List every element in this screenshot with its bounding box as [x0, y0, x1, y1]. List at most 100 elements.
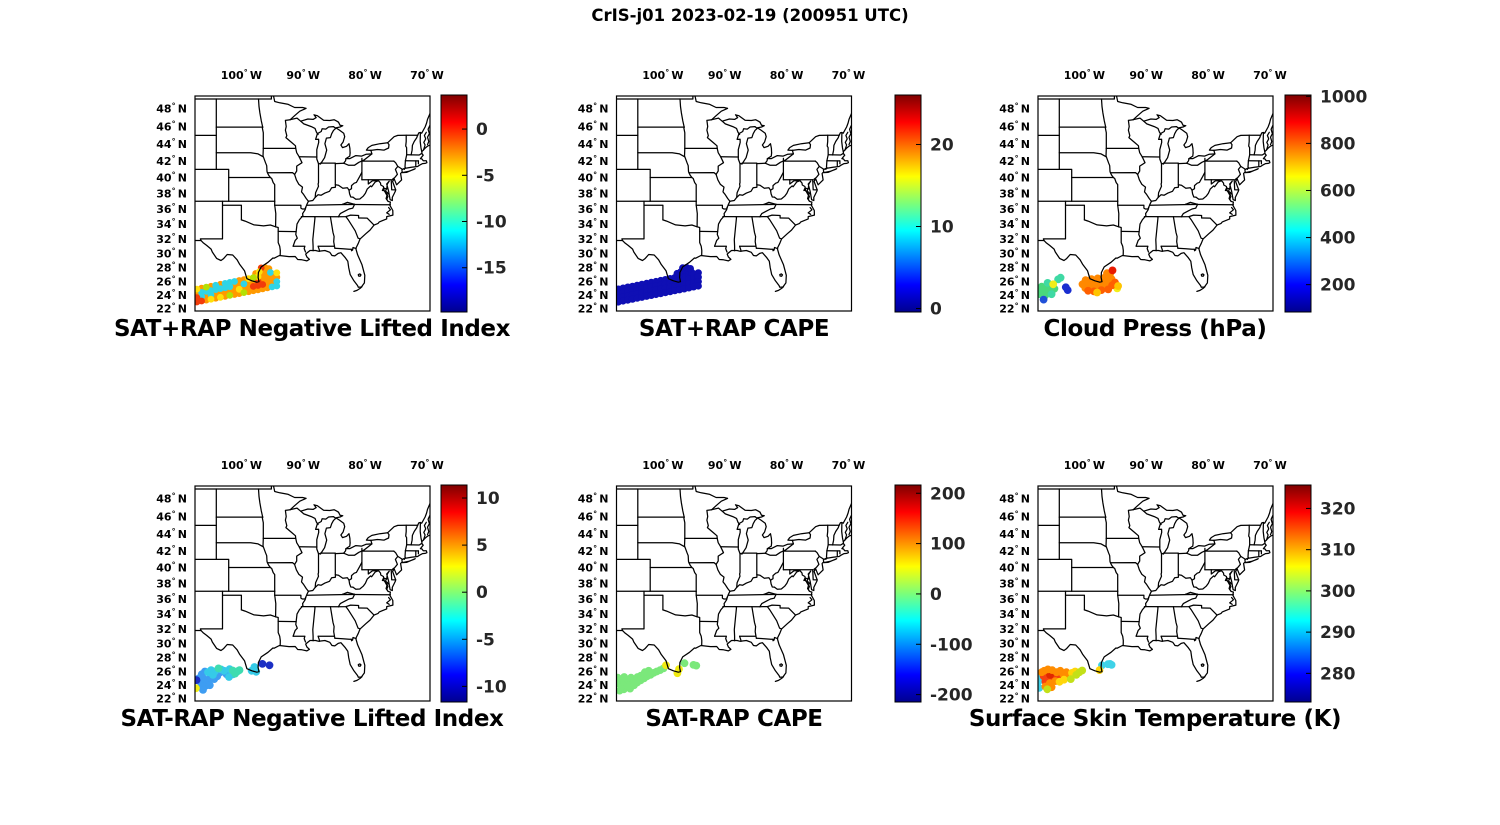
lon-tick-label: 90° W: [286, 458, 320, 472]
map-border: [1037, 485, 1274, 702]
panel-title-sat-plus-rap-cape: SAT+RAP CAPE: [638, 316, 830, 342]
lat-tick-label: 24° N: [578, 288, 609, 302]
lat-tick-label: 44° N: [999, 137, 1030, 151]
lat-tick-label: 36° N: [578, 592, 609, 606]
lat-tick-label: 46° N: [156, 120, 187, 134]
colorbar-4: 200 100 0 -100 -200: [894, 484, 973, 706]
lat-tick-label: 38° N: [999, 576, 1030, 590]
lon-tick-label: 80° W: [770, 68, 804, 82]
lat-tick-label: 38° N: [156, 576, 187, 590]
panel-title-sat-plus-rap-nli: SAT+RAP Negative Lifted Index: [113, 316, 511, 342]
scatter-group: [1093, 282, 1122, 297]
colorbar-gradient: [440, 94, 468, 313]
colorbar-tick-label: 100: [930, 535, 966, 555]
colorbar-tick-label: 10: [930, 218, 954, 238]
panel-title-skin-temp: Surface Skin Temperature (K): [968, 706, 1342, 732]
lat-tick-label: 28° N: [999, 651, 1030, 665]
lat-tick-label: 26° N: [156, 665, 187, 679]
colorbar-gradient: [440, 484, 468, 703]
lat-tick-label: 38° N: [156, 186, 187, 200]
lat-tick-label: 48° N: [156, 491, 187, 505]
lat-tick-label: 36° N: [156, 592, 187, 606]
lat-tick-label: 24° N: [156, 288, 187, 302]
panel-title-sat-minus-rap-cape: SAT-RAP CAPE: [645, 706, 823, 732]
lon-tick-label: 80° W: [348, 68, 382, 82]
lon-tick-label: 80° W: [348, 458, 382, 472]
lon-tick-label: 80° W: [1191, 458, 1225, 472]
lat-tick-label: 44° N: [156, 137, 187, 151]
lat-tick-label: 34° N: [999, 217, 1030, 231]
map-border: [194, 95, 431, 312]
lat-tick-label: 38° N: [999, 186, 1030, 200]
colorbar-tick-label: 200: [1320, 276, 1356, 296]
lat-tick-label: 34° N: [156, 607, 187, 621]
lat-tick-label: 30° N: [999, 246, 1030, 260]
lon-tick-label: 100° W: [221, 458, 262, 472]
lat-tick-label: 42° N: [578, 154, 609, 168]
lon-tick-label: 100° W: [642, 458, 683, 472]
lat-tick-label: 42° N: [999, 544, 1030, 558]
lon-tick-label: 90° W: [708, 68, 742, 82]
lat-tick-label: 46° N: [999, 120, 1030, 134]
map-panel-0: 100° W 90° W 80° W 70° W 48° N 46° N 44° N 42° …: [156, 68, 443, 316]
lat-tick-label: 28° N: [156, 651, 187, 665]
map-content: [616, 96, 852, 306]
lat-tick-label: 30° N: [999, 636, 1030, 650]
map-border: [194, 485, 431, 702]
lat-tick-label: 26° N: [999, 275, 1030, 289]
map-content: [616, 486, 852, 695]
lat-tick-label: 42° N: [999, 154, 1030, 168]
lon-tick-label: 80° W: [1191, 68, 1225, 82]
lat-tick-label: 46° N: [156, 510, 187, 524]
lon-tick-label: 100° W: [1064, 458, 1105, 472]
us-basemap: [195, 96, 430, 293]
lat-tick-label: 40° N: [999, 171, 1030, 185]
lat-tick-label: 32° N: [156, 232, 187, 246]
lat-tick-label: 42° N: [156, 544, 187, 558]
lon-tick-label: 70° W: [1253, 68, 1287, 82]
map-panel-3: 100° W 90° W 80° W 70° W 48° N 46° N 44° N 42° …: [156, 458, 443, 706]
lat-tick-label: 48° N: [156, 101, 187, 115]
us-basemap: [195, 486, 430, 683]
lon-tick-label: 100° W: [1064, 68, 1105, 82]
scatter-group: [616, 264, 702, 306]
map-content: [195, 486, 430, 694]
lon-tick-label: 100° W: [642, 68, 683, 82]
lat-tick-label: 40° N: [999, 561, 1030, 575]
lat-tick-label: 46° N: [578, 120, 609, 134]
lon-tick-label: 70° W: [410, 458, 444, 472]
lat-tick-label: 44° N: [578, 137, 609, 151]
lat-tick-label: 48° N: [578, 101, 609, 115]
map-border: [1037, 95, 1274, 312]
lat-tick-label: 22° N: [999, 692, 1030, 706]
lat-tick-label: 30° N: [578, 246, 609, 260]
lat-tick-label: 34° N: [578, 217, 609, 231]
lat-tick-label: 28° N: [999, 261, 1030, 275]
lat-tick-label: 34° N: [578, 607, 609, 621]
lon-tick-label: 90° W: [286, 68, 320, 82]
map-panel-1: 100° W 90° W 80° W 70° W 48° N 46° N 44° N 42° …: [578, 68, 865, 316]
colorbar-tick-label: 800: [1320, 134, 1356, 154]
lon-tick-label: 90° W: [1129, 68, 1163, 82]
lat-tick-label: 30° N: [578, 636, 609, 650]
lat-tick-label: 24° N: [578, 678, 609, 692]
lat-tick-label: 24° N: [999, 678, 1030, 692]
colorbar-tick-label: -10: [476, 213, 507, 233]
lat-tick-label: 34° N: [156, 217, 187, 231]
lat-tick-label: 40° N: [578, 561, 609, 575]
lat-tick-label: 26° N: [578, 275, 609, 289]
colorbar-gradient: [1284, 94, 1312, 313]
colorbar-tick-label: 5: [476, 536, 488, 556]
map-content: [1038, 96, 1273, 304]
lon-tick-label: 100° W: [221, 68, 262, 82]
lon-tick-label: 80° W: [770, 458, 804, 472]
lat-tick-label: 34° N: [999, 607, 1030, 621]
lat-tick-label: 32° N: [999, 232, 1030, 246]
lat-tick-label: 42° N: [156, 154, 187, 168]
lat-tick-label: 40° N: [156, 171, 187, 185]
scatter-group: [202, 274, 257, 299]
colorbar-1: 20 10 0: [894, 94, 954, 320]
scatter-group: [1061, 283, 1072, 294]
scatter-group: [1108, 266, 1117, 275]
